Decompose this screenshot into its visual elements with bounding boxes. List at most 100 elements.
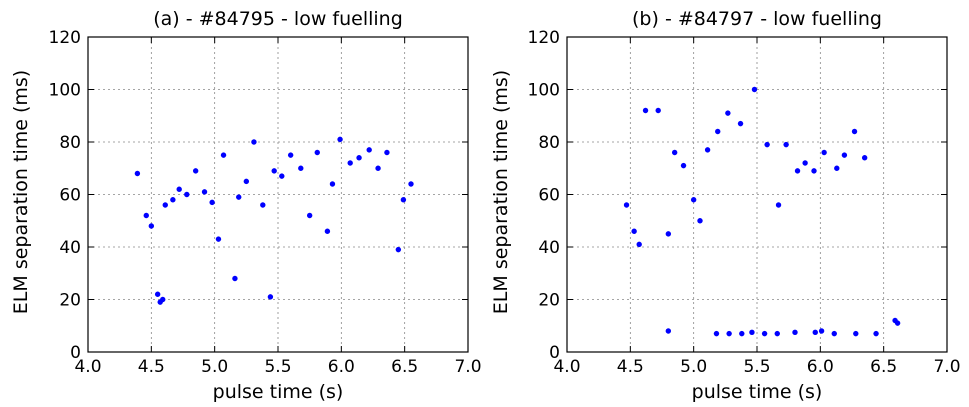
y-tick-label: 40 <box>59 238 81 258</box>
y-tick-label: 0 <box>549 343 560 363</box>
data-point <box>831 330 837 337</box>
y-tick-label: 100 <box>528 81 560 101</box>
data-point <box>680 162 687 169</box>
data-point <box>841 152 848 158</box>
data-point <box>209 199 215 206</box>
data-point <box>749 329 755 336</box>
data-point <box>690 197 697 203</box>
data-point <box>853 330 859 337</box>
data-point <box>324 228 331 234</box>
data-point <box>642 107 649 114</box>
data-point <box>894 320 901 326</box>
plot-frame <box>87 36 469 353</box>
data-point <box>260 202 266 208</box>
data-point <box>251 139 257 145</box>
x-tick-label: 6.0 <box>807 357 834 377</box>
grid <box>566 36 948 353</box>
data-point <box>134 170 141 177</box>
data-point <box>162 202 168 208</box>
data-point <box>184 191 190 198</box>
data-point <box>279 173 285 179</box>
data-point <box>337 136 343 143</box>
data-point <box>201 189 208 195</box>
data-point <box>726 330 732 337</box>
x-axis-label: pulse time (s) <box>692 381 823 403</box>
y-tick-label: 60 <box>59 186 81 206</box>
data-point <box>713 330 720 337</box>
chart-title: (b) - #84797 - low fuelling <box>632 8 882 30</box>
data-point <box>715 128 721 135</box>
y-tick-label: 120 <box>528 28 560 48</box>
data-point <box>665 231 672 237</box>
x-axis-label: pulse time (s) <box>213 381 344 403</box>
data-point <box>356 155 362 161</box>
x-tick-label: 4.5 <box>138 357 165 377</box>
data-point <box>783 141 789 148</box>
data-point <box>267 294 274 300</box>
data-point <box>802 160 808 166</box>
data-point <box>366 147 372 153</box>
data-point <box>176 186 182 192</box>
y-axis-label: ELM separation time (ms) <box>10 70 32 314</box>
data-point <box>812 329 818 336</box>
grid <box>87 36 469 353</box>
x-tick-label: 4.5 <box>617 357 644 377</box>
data-point <box>148 223 155 229</box>
data-point <box>306 212 313 219</box>
y-tick-label: 20 <box>59 291 81 311</box>
data-point <box>704 147 711 153</box>
data-point <box>271 168 277 174</box>
y-tick-label: 60 <box>538 186 560 206</box>
data-point <box>298 165 304 171</box>
data-point <box>834 165 840 171</box>
panel-b: (b) - #84797 - low fuelling ELM separati… <box>490 8 961 403</box>
data-point <box>725 110 731 116</box>
y-tick-label: 80 <box>538 133 560 153</box>
x-tick-label: 6.5 <box>391 357 418 377</box>
data-point <box>873 330 879 337</box>
data-point <box>160 296 166 303</box>
y-tick-label: 120 <box>49 28 81 48</box>
data-point <box>375 165 381 171</box>
ticks: 4.0 4.5 5.0 5.5 6.0 6.5 7.0 0 20 40 60 80 100 120 <box>49 28 482 377</box>
data-point <box>697 218 703 224</box>
x-tick-label: 5.0 <box>201 357 228 377</box>
data-point <box>737 120 744 127</box>
data-point <box>631 228 637 234</box>
x-tick-label: 7.0 <box>933 357 960 377</box>
x-tick-label: 5.5 <box>743 357 770 377</box>
data-point <box>220 152 227 158</box>
data-point <box>821 149 827 156</box>
data-point <box>792 329 798 336</box>
y-axis-label: ELM separation time (ms) <box>490 70 512 314</box>
data-point <box>400 197 407 203</box>
data-point <box>861 155 868 161</box>
data-point <box>739 330 745 337</box>
data-point <box>215 236 222 242</box>
data-point <box>232 275 238 282</box>
x-tick-label: 6.0 <box>328 357 355 377</box>
data-point <box>192 168 199 174</box>
data-point <box>665 328 672 334</box>
data-point <box>764 141 770 148</box>
y-tick-label: 40 <box>538 238 560 258</box>
data-point <box>761 330 768 337</box>
x-tick-label: 4.0 <box>74 357 101 377</box>
data-point <box>851 128 858 135</box>
data-point <box>395 246 402 253</box>
data-point <box>154 291 161 297</box>
data-point <box>671 149 678 156</box>
chart-title: (a) - #84795 - low fuelling <box>153 8 403 30</box>
x-tick-label: 6.5 <box>870 357 897 377</box>
data-point <box>636 241 642 248</box>
data-point <box>811 168 817 174</box>
data-point <box>751 86 758 93</box>
data-point <box>170 197 176 203</box>
data-point <box>314 149 320 156</box>
data-point <box>236 194 242 200</box>
x-tick-label: 7.0 <box>454 357 481 377</box>
data-point <box>774 330 780 337</box>
data-points <box>623 86 901 337</box>
data-point <box>408 181 414 187</box>
